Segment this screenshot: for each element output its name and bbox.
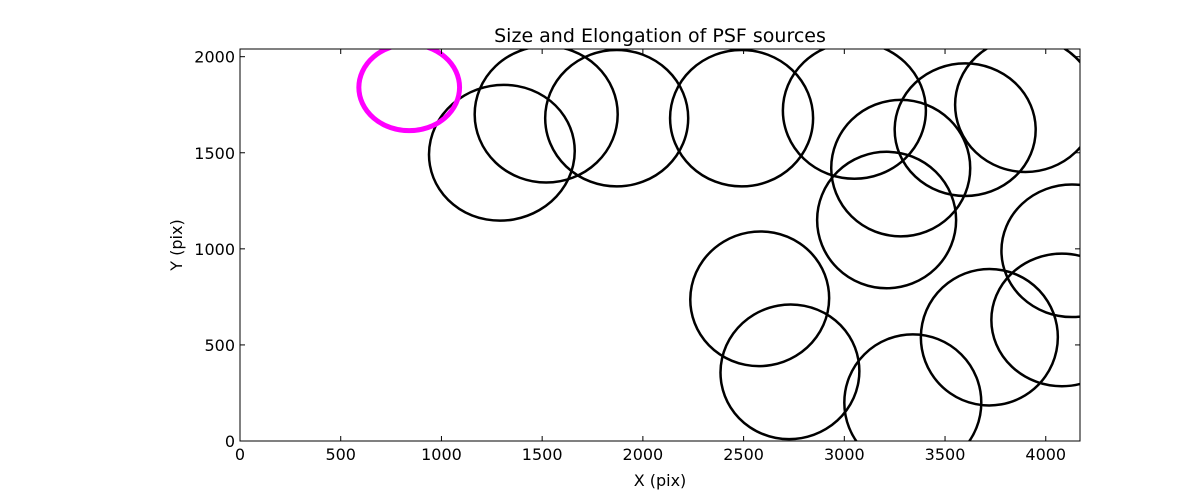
psf-source-ellipse-12 xyxy=(919,267,1060,407)
psf-source-ellipse-14 xyxy=(689,230,831,368)
x-tick-label: 2000 xyxy=(623,445,664,464)
plot-frame xyxy=(239,48,1081,442)
x-tick-label: 0 xyxy=(235,445,245,464)
y-tick-label: 2000 xyxy=(194,48,235,67)
psf-source-ellipse-13 xyxy=(843,333,983,441)
x-tick-label: 1500 xyxy=(522,445,563,464)
y-tick-label: 1000 xyxy=(194,240,235,259)
y-tick-label: 500 xyxy=(204,336,235,355)
psf-source-ellipse-10 xyxy=(1000,183,1080,319)
x-axis-label: X (pix) xyxy=(634,471,687,490)
y-tick-label: 0 xyxy=(225,432,235,451)
x-axis: 0 500 1000 1500 2000 2500 3000 3500 4000 xyxy=(235,49,1066,464)
highlight-source-ellipse-1 xyxy=(356,49,463,134)
chart-title: Size and Elongation of PSF sources xyxy=(494,25,826,47)
x-tick-label: 3000 xyxy=(824,445,865,464)
x-tick-label: 3500 xyxy=(925,445,966,464)
x-tick-label: 2500 xyxy=(723,445,764,464)
plot-area xyxy=(356,49,1080,441)
psf-source-ellipse-9 xyxy=(953,49,1080,174)
psf-source-ellipse-8 xyxy=(893,62,1037,198)
psf-source-ellipse-7 xyxy=(815,150,958,290)
psf-source-ellipse-2 xyxy=(473,49,619,184)
y-tick-label: 1500 xyxy=(194,144,235,163)
x-tick-label: 1000 xyxy=(421,445,462,464)
psf-source-ellipse-3 xyxy=(543,49,690,188)
psf-source-ellipse-15 xyxy=(719,303,861,441)
y-axis: 0 500 1000 1500 2000 xyxy=(194,48,1080,451)
psf-source-ellipse-5 xyxy=(781,49,928,180)
psf-source-ellipse-1 xyxy=(427,83,576,222)
x-tick-label: 4000 xyxy=(1025,445,1066,464)
psf-source-ellipse-4 xyxy=(668,49,815,188)
psf-source-ellipse-6 xyxy=(829,98,972,238)
y-axis-label: Y (pix) xyxy=(167,219,186,271)
psf-source-ellipse-11 xyxy=(990,252,1080,388)
x-tick-label: 500 xyxy=(325,445,356,464)
